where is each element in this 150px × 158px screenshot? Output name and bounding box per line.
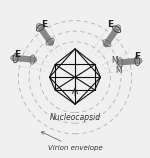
Text: M: M bbox=[111, 56, 118, 65]
Circle shape bbox=[11, 55, 16, 60]
Text: E: E bbox=[41, 20, 47, 29]
Circle shape bbox=[116, 25, 121, 30]
Text: Virion envelope: Virion envelope bbox=[41, 132, 103, 151]
Circle shape bbox=[137, 58, 142, 63]
Text: E: E bbox=[14, 50, 20, 59]
Text: Nucleocapsid: Nucleocapsid bbox=[50, 113, 100, 122]
Text: M: M bbox=[116, 66, 122, 75]
Circle shape bbox=[36, 23, 41, 28]
Text: E: E bbox=[107, 20, 113, 29]
Text: F: F bbox=[134, 52, 140, 61]
